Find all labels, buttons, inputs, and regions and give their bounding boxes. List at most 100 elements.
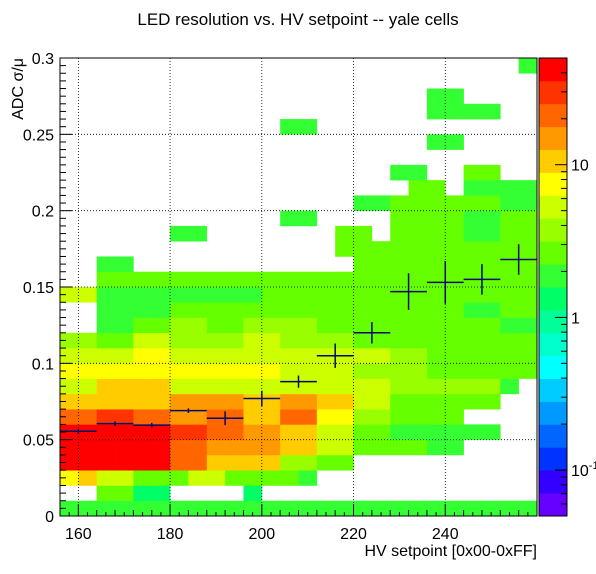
- heatmap-cell: [298, 271, 318, 288]
- heatmap-cell: [261, 409, 281, 425]
- heatmap-cell: [518, 210, 538, 227]
- heatmap-cell: [170, 225, 189, 242]
- heatmap-cell: [225, 332, 244, 349]
- heatmap-cell: [261, 500, 281, 517]
- heatmap-cell: [261, 348, 281, 364]
- heatmap-cell: [426, 348, 446, 364]
- heatmap-cell: [170, 348, 189, 364]
- heatmap-cell: [78, 378, 97, 395]
- heatmap-cell: [353, 424, 373, 440]
- heatmap-cell: [280, 409, 299, 425]
- heatmap-cell: [115, 500, 134, 517]
- heatmap-cell: [500, 180, 519, 196]
- heatmap-cell: [115, 332, 134, 349]
- heatmap-cell: [353, 225, 373, 242]
- heatmap-cell: [445, 302, 464, 318]
- heatmap-cell: [298, 454, 318, 471]
- heatmap-cell: [426, 210, 446, 227]
- heatmap-cell: [316, 363, 336, 379]
- heatmap-cell: [115, 439, 134, 456]
- heatmap-cell: [60, 424, 79, 440]
- heatmap-cell: [481, 164, 501, 181]
- heatmap-cell: [390, 409, 409, 425]
- x-tick-label: 200: [248, 526, 275, 543]
- heatmap-cell: [390, 393, 409, 410]
- heatmap-cell: [206, 409, 226, 425]
- heatmap-cell: [518, 500, 538, 517]
- heatmap-cell: [298, 210, 318, 227]
- heatmap-cell: [463, 164, 483, 181]
- heatmap-cell: [188, 393, 208, 410]
- heatmap-cell: [243, 454, 263, 471]
- heatmap-cell: [225, 287, 244, 303]
- heatmap-cell: [225, 424, 244, 440]
- y-tick-label: 0.15: [23, 280, 54, 297]
- heatmap-cell: [298, 439, 318, 456]
- heatmap-cell: [280, 378, 299, 395]
- heatmap-cell: [78, 424, 97, 440]
- heatmap-cell: [225, 302, 244, 318]
- heatmap-cell: [445, 241, 464, 257]
- heatmap-cell: [225, 439, 244, 456]
- heatmap-cell: [243, 348, 263, 364]
- heatmap-cell: [151, 485, 171, 502]
- heatmap-cell: [408, 225, 428, 242]
- heatmap-cell: [261, 378, 281, 395]
- heatmap-cell: [518, 302, 538, 318]
- heatmap-cell: [500, 302, 519, 318]
- heatmap-cell: [133, 287, 153, 303]
- heatmap-cell: [481, 393, 501, 410]
- palette-swatch: [539, 195, 567, 219]
- heatmap-cell: [316, 287, 336, 303]
- heatmap-cell: [115, 302, 134, 318]
- heatmap-cell: [243, 393, 263, 410]
- heatmap-cell: [170, 500, 189, 517]
- x-tick-label: 180: [157, 526, 184, 543]
- heatmap-cell: [481, 180, 501, 196]
- heatmap-cell: [353, 302, 373, 318]
- heatmap-cell: [243, 302, 263, 318]
- axes: 160 180 200 220 240 0 0.05 0.1 0.15 0.2 0.25 0.3: [23, 51, 538, 543]
- heatmap-cell: [115, 454, 134, 471]
- heatmap-cell: [353, 348, 373, 364]
- heatmap-cell: [445, 271, 464, 288]
- heatmap-cell: [151, 332, 171, 349]
- heatmap-cell: [463, 500, 483, 517]
- heatmap-cell: [96, 378, 116, 395]
- heatmap-cell: [408, 180, 428, 196]
- heatmap-cell: [408, 195, 428, 211]
- heatmap-cell: [445, 225, 464, 242]
- heatmap-cell: [481, 195, 501, 211]
- heatmap-cell: [316, 378, 336, 395]
- heatmap-cell: [96, 302, 116, 318]
- heatmap-cell: [170, 332, 189, 349]
- heatmap-cell: [170, 409, 189, 425]
- heatmap-cell: [133, 424, 153, 440]
- heatmap-cell: [463, 210, 483, 227]
- heatmap-cell: [500, 332, 519, 349]
- heatmap-cell: [170, 439, 189, 456]
- heatmap-cell: [316, 424, 336, 440]
- palette-swatch: [539, 103, 567, 128]
- heatmap-cell: [243, 287, 263, 303]
- heatmap-cell: [188, 500, 208, 517]
- heatmap-cell: [188, 317, 208, 334]
- heatmap-cell: [115, 485, 134, 502]
- x-tick-label: 240: [432, 526, 459, 543]
- heatmap-cell: [261, 271, 281, 288]
- heatmap-cell: [353, 409, 373, 425]
- heatmap-cell: [78, 409, 97, 425]
- heatmap-cell: [60, 363, 79, 379]
- heatmap-cell: [133, 470, 153, 486]
- heatmap-cell: [408, 271, 428, 288]
- heatmap-cell: [353, 256, 373, 273]
- y-axis-label: ADC σ/μ: [10, 58, 27, 120]
- heatmap-cell: [481, 363, 501, 379]
- heatmap-cell: [96, 409, 116, 425]
- heatmap-cell: [463, 302, 483, 318]
- palette-swatch: [539, 149, 567, 173]
- heatmap-cell: [371, 332, 391, 349]
- heatmap-cell: [60, 500, 79, 517]
- heatmap-cell: [445, 363, 464, 379]
- heatmap-cell: [426, 317, 446, 334]
